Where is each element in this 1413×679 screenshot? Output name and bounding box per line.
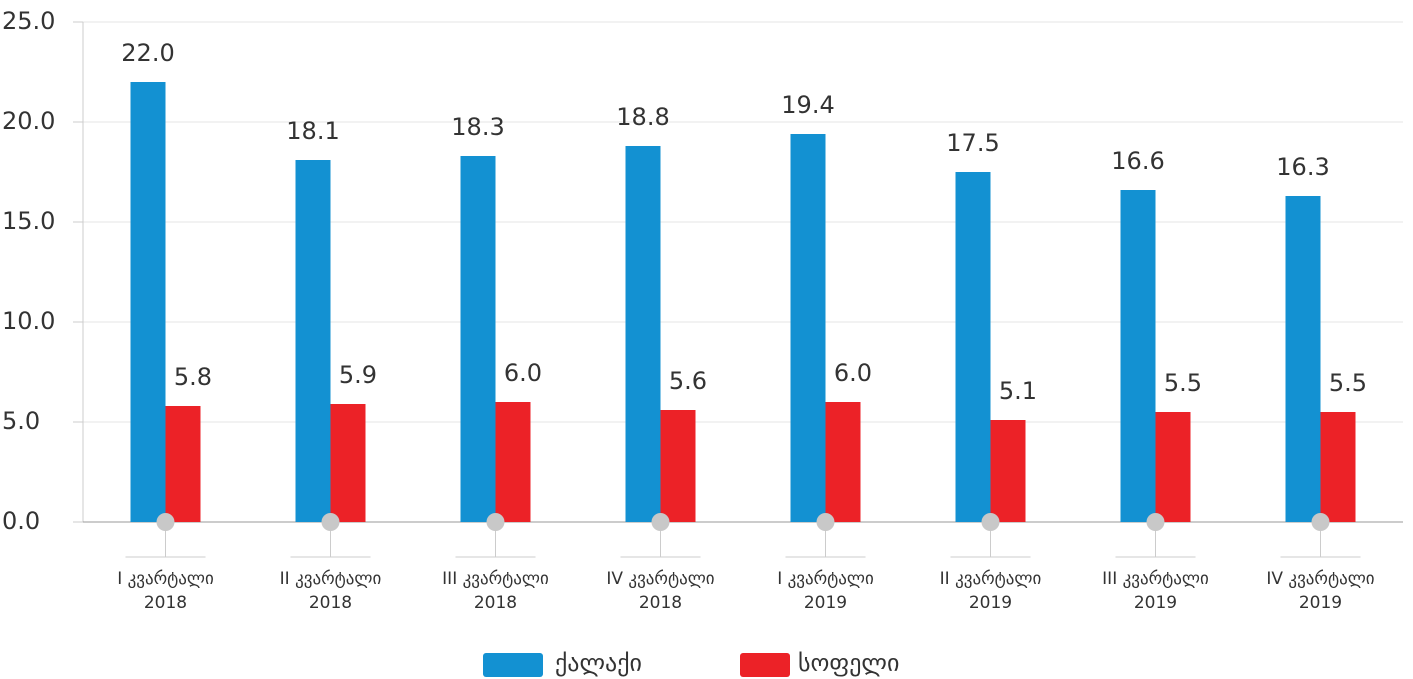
x-tick-dot (321, 513, 340, 531)
bar (625, 146, 661, 522)
x-tick-label: 2019 (804, 593, 847, 613)
value-label: 5.8 (174, 363, 212, 391)
bar (990, 420, 1026, 522)
x-tick-dot (486, 513, 505, 531)
bar (165, 406, 201, 522)
x-tick-label: IV კვარტალი (606, 569, 714, 589)
bar (495, 402, 531, 522)
y-tick-label: 20.0 (2, 107, 55, 135)
bar (330, 404, 366, 522)
x-tick-label: 2018 (639, 593, 682, 613)
x-tick-dot (981, 513, 1000, 531)
y-tick-label: 5.0 (2, 407, 40, 435)
value-label: 22.0 (121, 39, 174, 67)
x-tick-label: III კვარტალი (1102, 569, 1209, 589)
x-tick-dot (1311, 513, 1330, 531)
bar (460, 156, 496, 522)
value-label: 6.0 (504, 359, 542, 387)
bar (790, 134, 826, 522)
y-tick-label: 10.0 (2, 307, 55, 335)
bar (1155, 412, 1191, 522)
x-tick-label: I კვარტალი (117, 569, 214, 589)
y-tick-label: 0.0 (2, 507, 40, 535)
legend-swatch (483, 653, 543, 677)
y-tick-label: 15.0 (2, 207, 55, 235)
x-tick-label: 2019 (1299, 593, 1342, 613)
x-tick-label: II კვარტალი (280, 569, 382, 589)
x-tick-label: 2019 (1134, 593, 1177, 613)
value-label: 18.3 (451, 113, 504, 141)
bar (660, 410, 696, 522)
x-tick-dot (1146, 513, 1165, 531)
x-tick-label: 2018 (309, 593, 352, 613)
legend-swatch (740, 653, 790, 677)
x-tick-dot (651, 513, 670, 531)
value-label: 18.8 (616, 103, 669, 131)
x-tick-label: 2019 (969, 593, 1012, 613)
value-label: 5.5 (1164, 369, 1202, 397)
bar (1120, 190, 1156, 522)
x-tick-label: III კვარტალი (442, 569, 549, 589)
x-tick-label: 2018 (474, 593, 517, 613)
x-tick-dot (816, 513, 835, 531)
x-tick-label: IV კვარტალი (1266, 569, 1374, 589)
value-label: 17.5 (946, 129, 999, 157)
legend-label: სოფელი (798, 649, 899, 677)
value-label: 16.6 (1111, 147, 1164, 175)
bar (955, 172, 991, 522)
bar (295, 160, 331, 522)
x-tick-label: 2018 (144, 593, 187, 613)
legend-label: ქალაქი (555, 649, 642, 677)
value-label: 5.9 (339, 361, 377, 389)
y-tick-label: 25.0 (2, 7, 55, 35)
x-tick-label: II კვარტალი (940, 569, 1042, 589)
value-label: 5.5 (1329, 369, 1367, 397)
value-label: 16.3 (1276, 153, 1329, 181)
bar (825, 402, 861, 522)
value-label: 5.6 (669, 367, 707, 395)
bar (130, 82, 166, 522)
x-tick-label: I კვარტალი (777, 569, 874, 589)
bar (1320, 412, 1356, 522)
value-label: 19.4 (781, 91, 834, 119)
value-label: 18.1 (286, 117, 339, 145)
x-tick-dot (156, 513, 175, 531)
value-label: 5.1 (999, 377, 1037, 405)
bar (1285, 196, 1321, 522)
value-label: 6.0 (834, 359, 872, 387)
